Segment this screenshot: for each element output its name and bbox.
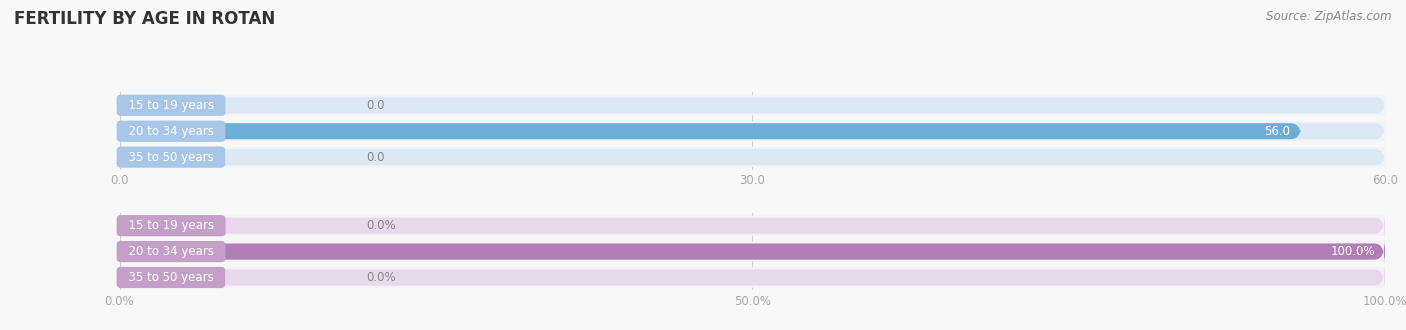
FancyBboxPatch shape	[120, 123, 1385, 139]
FancyBboxPatch shape	[120, 265, 1385, 290]
Text: 0.0%: 0.0%	[366, 219, 396, 232]
FancyBboxPatch shape	[120, 215, 1385, 236]
FancyBboxPatch shape	[120, 242, 1385, 262]
Text: FERTILITY BY AGE IN ROTAN: FERTILITY BY AGE IN ROTAN	[14, 10, 276, 28]
FancyBboxPatch shape	[120, 123, 1301, 139]
Text: 0.0%: 0.0%	[366, 271, 396, 284]
Text: 20 to 34 years: 20 to 34 years	[121, 245, 221, 258]
FancyBboxPatch shape	[120, 267, 1385, 287]
FancyBboxPatch shape	[120, 239, 1385, 264]
Text: 15 to 19 years: 15 to 19 years	[121, 99, 221, 112]
FancyBboxPatch shape	[120, 147, 1385, 167]
FancyBboxPatch shape	[120, 239, 1385, 264]
FancyBboxPatch shape	[120, 213, 1385, 238]
FancyBboxPatch shape	[120, 121, 1385, 141]
Text: 35 to 50 years: 35 to 50 years	[121, 150, 221, 164]
Text: 56.0: 56.0	[1264, 125, 1291, 138]
Text: 100.0%: 100.0%	[1330, 245, 1375, 258]
Text: 20 to 34 years: 20 to 34 years	[121, 125, 221, 138]
Text: 0.0: 0.0	[366, 99, 385, 112]
FancyBboxPatch shape	[120, 95, 1385, 115]
Text: Source: ZipAtlas.com: Source: ZipAtlas.com	[1267, 10, 1392, 23]
Text: 15 to 19 years: 15 to 19 years	[121, 219, 221, 232]
Text: 0.0: 0.0	[366, 150, 385, 164]
FancyBboxPatch shape	[120, 149, 1385, 165]
FancyBboxPatch shape	[120, 97, 1385, 114]
Text: 35 to 50 years: 35 to 50 years	[121, 271, 221, 284]
